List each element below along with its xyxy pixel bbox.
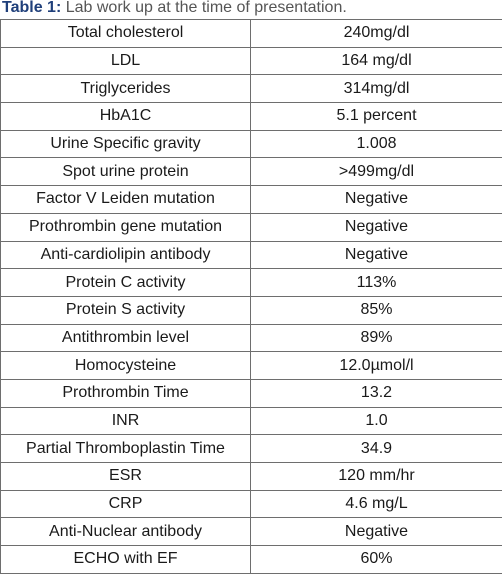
test-name-cell: HbA1C	[0, 102, 251, 131]
test-name-cell: Anti-cardiolipin antibody	[0, 240, 251, 270]
lab-results-table: Total cholesterol 240mg/dl LDL 164 mg/dl…	[0, 19, 502, 574]
table-row: Total cholesterol 240mg/dl	[0, 19, 502, 48]
table-row: Partial Thromboplastin Time 34.9	[0, 434, 502, 463]
test-value-cell: Negative	[250, 185, 502, 214]
test-name-cell: Total cholesterol	[0, 19, 251, 48]
table-row: Triglycerides 314mg/dl	[0, 74, 502, 104]
table-row: Urine Specific gravity 1.008	[0, 129, 502, 159]
test-value-cell: Negative	[250, 517, 502, 547]
test-name-cell: INR	[0, 406, 251, 436]
test-name-cell: Partial Thromboplastin Time	[0, 434, 251, 463]
table-row: Antithrombin level 89%	[0, 323, 502, 353]
test-value-cell: 240mg/dl	[250, 19, 502, 48]
test-name-cell: Homocysteine	[0, 351, 251, 380]
test-name-cell: Prothrombin Time	[0, 378, 251, 408]
test-name-cell: CRP	[0, 489, 251, 519]
test-name-cell: ECHO with EF	[0, 545, 251, 574]
test-value-cell: 120 mm/hr	[250, 462, 502, 491]
table-row: ESR 120 mm/hr	[0, 462, 502, 491]
table-row: Prothrombin gene mutation Negative	[0, 212, 502, 242]
test-name-cell: Protein S activity	[0, 295, 251, 325]
test-name-cell: Factor V Leiden mutation	[0, 185, 251, 214]
test-value-cell: 13.2	[250, 378, 502, 408]
test-name-cell: Protein C activity	[0, 268, 251, 297]
table-row: Factor V Leiden mutation Negative	[0, 185, 502, 214]
table-row: CRP 4.6 mg/L	[0, 489, 502, 519]
table-row: Protein S activity 85%	[0, 295, 502, 325]
test-name-cell: Triglycerides	[0, 74, 251, 104]
test-name-cell: Prothrombin gene mutation	[0, 212, 251, 242]
test-value-cell: 5.1 percent	[250, 102, 502, 131]
test-name-cell: ESR	[0, 462, 251, 491]
test-value-cell: 164 mg/dl	[250, 46, 502, 76]
table-row: Spot urine protein >499mg/dl	[0, 157, 502, 187]
test-value-cell: 1.008	[250, 129, 502, 159]
test-name-cell: Anti-Nuclear antibody	[0, 517, 251, 547]
test-value-cell: 314mg/dl	[250, 74, 502, 104]
table-row: HbA1C 5.1 percent	[0, 102, 502, 131]
test-value-cell: 89%	[250, 323, 502, 353]
test-value-cell: 1.0	[250, 406, 502, 436]
table-row: Anti-cardiolipin antibody Negative	[0, 240, 502, 270]
table-row: Anti-Nuclear antibody Negative	[0, 517, 502, 547]
test-value-cell: 113%	[250, 268, 502, 297]
table-caption-text: Lab work up at the time of presentation.	[61, 0, 347, 16]
table-row: LDL 164 mg/dl	[0, 46, 502, 76]
test-name-cell: Urine Specific gravity	[0, 129, 251, 159]
lab-results-body: Total cholesterol 240mg/dl LDL 164 mg/dl…	[0, 19, 502, 574]
test-value-cell: 34.9	[250, 434, 502, 463]
test-value-cell: 85%	[250, 295, 502, 325]
table-caption-label: Table 1:	[2, 0, 62, 16]
test-value-cell: >499mg/dl	[250, 157, 502, 187]
test-name-cell: LDL	[0, 46, 251, 76]
test-value-cell: 60%	[250, 545, 502, 574]
table-row: Protein C activity 113%	[0, 268, 502, 297]
test-name-cell: Spot urine protein	[0, 157, 251, 187]
table-caption: Table 1: Lab work up at the time of pres…	[2, 0, 347, 18]
test-name-cell: Antithrombin level	[0, 323, 251, 353]
test-value-cell: Negative	[250, 240, 502, 270]
table-row: INR 1.0	[0, 406, 502, 436]
test-value-cell: 4.6 mg/L	[250, 489, 502, 519]
test-value-cell: Negative	[250, 212, 502, 242]
table-row: Homocysteine 12.0µmol/l	[0, 351, 502, 380]
test-value-cell: 12.0µmol/l	[250, 351, 502, 380]
table-row: Prothrombin Time 13.2	[0, 378, 502, 408]
table-row: ECHO with EF 60%	[0, 545, 502, 574]
